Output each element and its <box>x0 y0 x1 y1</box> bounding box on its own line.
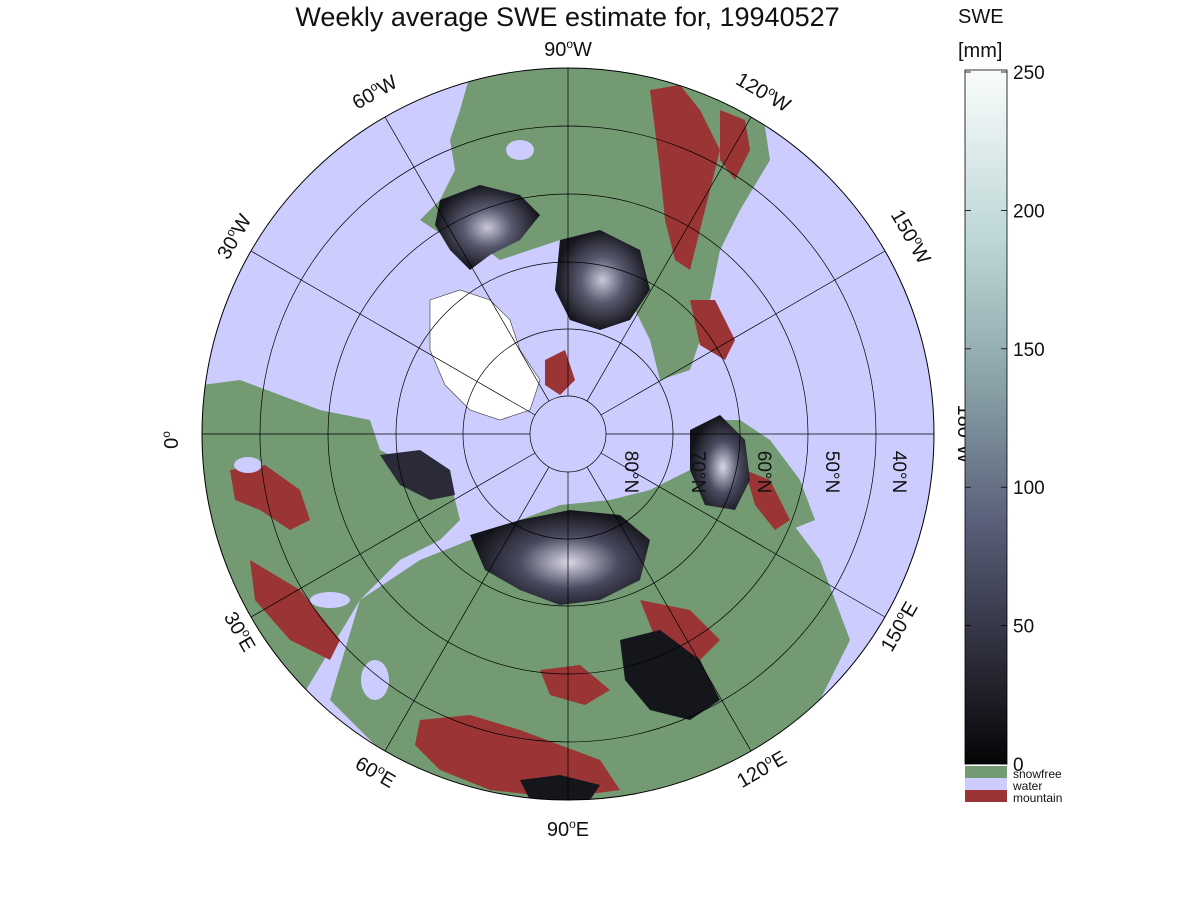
meridian-line <box>600 452 886 618</box>
colorbar-tick-label: 150 <box>1013 340 1045 361</box>
colorbar-label-swe: SWE <box>958 6 1004 28</box>
legend-swatch-water <box>965 778 1007 790</box>
meridian-line <box>250 452 536 618</box>
map-border <box>201 67 935 801</box>
colorbar-ticks: 250 200 150 100 50 0 <box>965 63 1045 776</box>
meridian-line <box>384 466 550 752</box>
latitude-label: 60°N <box>753 451 774 493</box>
colorbar-tick-label: 200 <box>1013 201 1045 222</box>
meridian-line <box>586 116 752 402</box>
legend-label-snowfree: snowfree <box>1013 767 1062 781</box>
longitude-label: 120oW <box>732 67 795 117</box>
figure-title: Weekly average SWE estimate for, 1994052… <box>295 2 840 32</box>
meridian-line <box>384 116 550 402</box>
legend-label-water: water <box>1013 779 1043 793</box>
graticule <box>202 68 934 800</box>
longitude-label: 0o <box>159 431 183 449</box>
longitude-label: 90oW <box>544 37 592 61</box>
snow-arctic-archipelago <box>555 230 650 330</box>
colorbar-gradient <box>964 69 1008 765</box>
latitude-label: 70°N <box>687 451 708 493</box>
colorbar-label-unit: [mm] <box>958 40 1003 62</box>
longitude-label: 60oW <box>348 70 402 115</box>
latitude-label: 50°N <box>821 451 842 493</box>
snow-east-siberia <box>690 415 750 510</box>
longitude-label: 60oE <box>351 751 400 793</box>
latitude-label: 40°N <box>888 451 909 493</box>
snow-scandinavia <box>380 450 455 500</box>
far-east-land <box>740 420 815 530</box>
greenland-land <box>429 289 541 421</box>
colorbar-tick-label: 250 <box>1013 63 1045 84</box>
inland-waters <box>234 140 534 700</box>
meridian-line <box>600 250 886 416</box>
longitude-label: 90oE <box>547 817 589 841</box>
meridian-line <box>250 250 536 416</box>
latitude-labels: 80°N 70°N 60°N 50°N 40°N <box>620 451 909 493</box>
colorbar-tick-label: 0 <box>1013 755 1024 776</box>
snow-central-asia <box>620 630 720 720</box>
colorbar-tick-label: 100 <box>1013 478 1045 499</box>
snow-himalaya <box>520 775 600 800</box>
legend-swatch-snowfree <box>965 766 1007 778</box>
legend-swatch-mountain <box>965 790 1007 802</box>
colorbar-tick-label: 50 <box>1013 617 1034 638</box>
longitude-label: 150oW <box>886 205 936 268</box>
legend-swatches <box>965 766 1007 802</box>
legend-label-mountain: mountain <box>1013 791 1063 805</box>
snow-siberia <box>470 510 650 605</box>
latitude-label: 80°N <box>620 451 641 493</box>
meridian-line <box>586 466 752 752</box>
